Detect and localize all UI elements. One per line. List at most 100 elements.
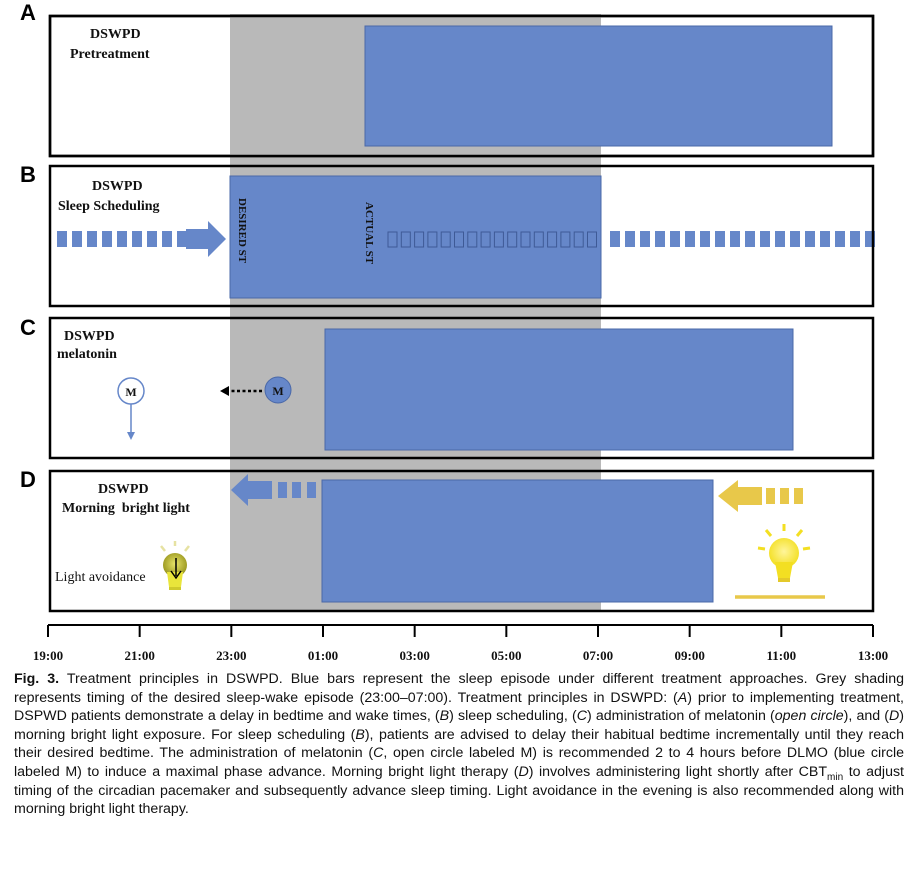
panel-b-sleep-bar <box>229 175 602 299</box>
bright-light-dash-1 <box>766 488 775 504</box>
caption-ref-b: B <box>439 708 450 725</box>
panel-c-title-line2: melatonin <box>57 347 117 362</box>
bright-bulb-icon <box>757 524 811 582</box>
panel-a-sleep-bar <box>364 25 833 147</box>
dash-segment <box>454 231 464 248</box>
panel-b-forward-arrow <box>186 221 226 257</box>
dash-segment <box>493 231 504 248</box>
dash-segment <box>87 231 97 247</box>
panel-d-advance-dash-1 <box>278 482 287 498</box>
axis-tick-label: 21:00 <box>124 648 154 663</box>
caption-ref-d: D <box>889 708 900 725</box>
desired-st-label: DESIRED ST <box>236 198 248 264</box>
dash-segment <box>427 231 438 248</box>
dash-segment <box>467 231 478 248</box>
dash-segment <box>715 231 725 247</box>
axis-tick-label: 11:00 <box>767 648 797 663</box>
dash-segment <box>162 231 172 247</box>
dash-segment <box>72 231 82 247</box>
dash-segment <box>640 231 650 247</box>
dash-segment <box>132 231 142 247</box>
dash-segment <box>625 231 635 247</box>
open-circle-label: M <box>125 385 136 399</box>
panel-d-title-line1: DSWPD <box>98 482 149 497</box>
caption-ref-b2: B <box>355 726 365 743</box>
axis-tick-label: 03:00 <box>399 648 429 663</box>
dash-segment <box>560 231 571 248</box>
dash-segment <box>57 231 67 247</box>
bright-light-dash-2 <box>780 488 789 504</box>
dash-segment <box>117 231 127 247</box>
dash-segment <box>400 231 411 248</box>
dash-segment <box>775 231 785 247</box>
caption-ref-c2: C <box>373 745 384 762</box>
dash-segment <box>147 231 157 247</box>
caption-ref-c: C <box>576 708 588 725</box>
dash-segment <box>440 231 451 248</box>
caption-ref-d2: D <box>518 763 529 780</box>
dash-segment <box>655 231 665 247</box>
open-circle-arrowhead <box>127 432 135 440</box>
dash-segment <box>835 231 845 247</box>
dash-segment <box>533 231 544 248</box>
panel-b-title-line2: Sleep Scheduling <box>58 199 160 214</box>
panel-b-title-line1: DSWPD <box>92 179 143 194</box>
panel-c-sleep-bar <box>324 328 794 451</box>
panel-a-frame-outline <box>48 14 875 158</box>
bright-light-dash-3 <box>794 488 803 504</box>
panel-d-advance-dash-2 <box>292 482 301 498</box>
panel-d-title-line2: Morning bright light <box>62 501 190 516</box>
figure-caption: Fig. 3. Treatment principles in DSWPD. B… <box>14 670 904 819</box>
dash-segment <box>414 231 425 248</box>
panel-b-left-dashes <box>57 231 187 247</box>
dash-segment <box>587 231 597 248</box>
panel-a-left-white <box>52 18 230 154</box>
axis-tick-label: 23:00 <box>216 648 246 663</box>
axis-tick-label: 05:00 <box>491 648 521 663</box>
dash-segment <box>102 231 112 247</box>
caption-text-2: ) prior to implementing treatment, DSPWD… <box>14 689 904 725</box>
panel-b-letter: B <box>20 162 36 187</box>
panel-c-frame <box>48 316 875 460</box>
dash-segment <box>760 231 770 247</box>
panel-d-left-white <box>50 471 230 611</box>
dash-segment <box>670 231 680 247</box>
dash-segment <box>820 231 830 247</box>
dash-segment <box>547 231 558 248</box>
dash-segment <box>805 231 815 247</box>
axis-tick-label: 01:00 <box>308 648 338 663</box>
dash-segment <box>177 231 187 247</box>
actual-st-label: ACTUAL ST <box>363 202 375 265</box>
caption-text-3: ) sleep scheduling, ( <box>449 708 577 725</box>
panel-a-title-line1: DSWPD <box>90 27 141 42</box>
dash-segment <box>865 231 875 247</box>
dash-segment <box>520 231 531 248</box>
light-avoidance-label: Light avoidance <box>55 570 146 585</box>
caption-ref-a: A <box>677 689 688 706</box>
caption-sub-min: min <box>827 771 844 783</box>
dlmo-arrowhead <box>220 386 229 396</box>
dash-segment <box>730 231 740 247</box>
axis-tick-label: 13:00 <box>858 648 888 663</box>
caption-text-8: , open circle labeled M) is recommended … <box>14 745 904 780</box>
caption-fig-label: Fig. 3. <box>14 671 60 687</box>
dim-bulb-icon <box>160 541 190 590</box>
panel-d-advance-dash-3 <box>307 482 316 498</box>
dash-segment <box>573 231 584 248</box>
panel-d-sleep-bar <box>321 479 714 603</box>
dash-segment <box>790 231 800 247</box>
caption-open-circle: open circle <box>774 708 844 725</box>
dlmo-blue-circle <box>264 376 292 404</box>
dash-segment <box>507 231 518 248</box>
panel-d-letter: D <box>20 467 36 492</box>
panel-b-open-squares <box>387 231 597 248</box>
panel-b-right-dashes <box>610 231 875 247</box>
panel-a-letter: A <box>20 0 36 25</box>
panel-d-frame <box>48 469 875 613</box>
panel-c-title-line1: DSWPD <box>64 329 115 344</box>
caption-text-5: ), and ( <box>843 708 890 725</box>
blue-circle-label: M <box>272 384 283 398</box>
panel-d-advance-arrow <box>231 474 272 506</box>
treatment-diagram: A DSWPD Pretreatment B DSWPD Sleep Sched… <box>20 0 888 663</box>
caption-text-6: ) morning bright light exposure. For sle… <box>14 708 904 743</box>
